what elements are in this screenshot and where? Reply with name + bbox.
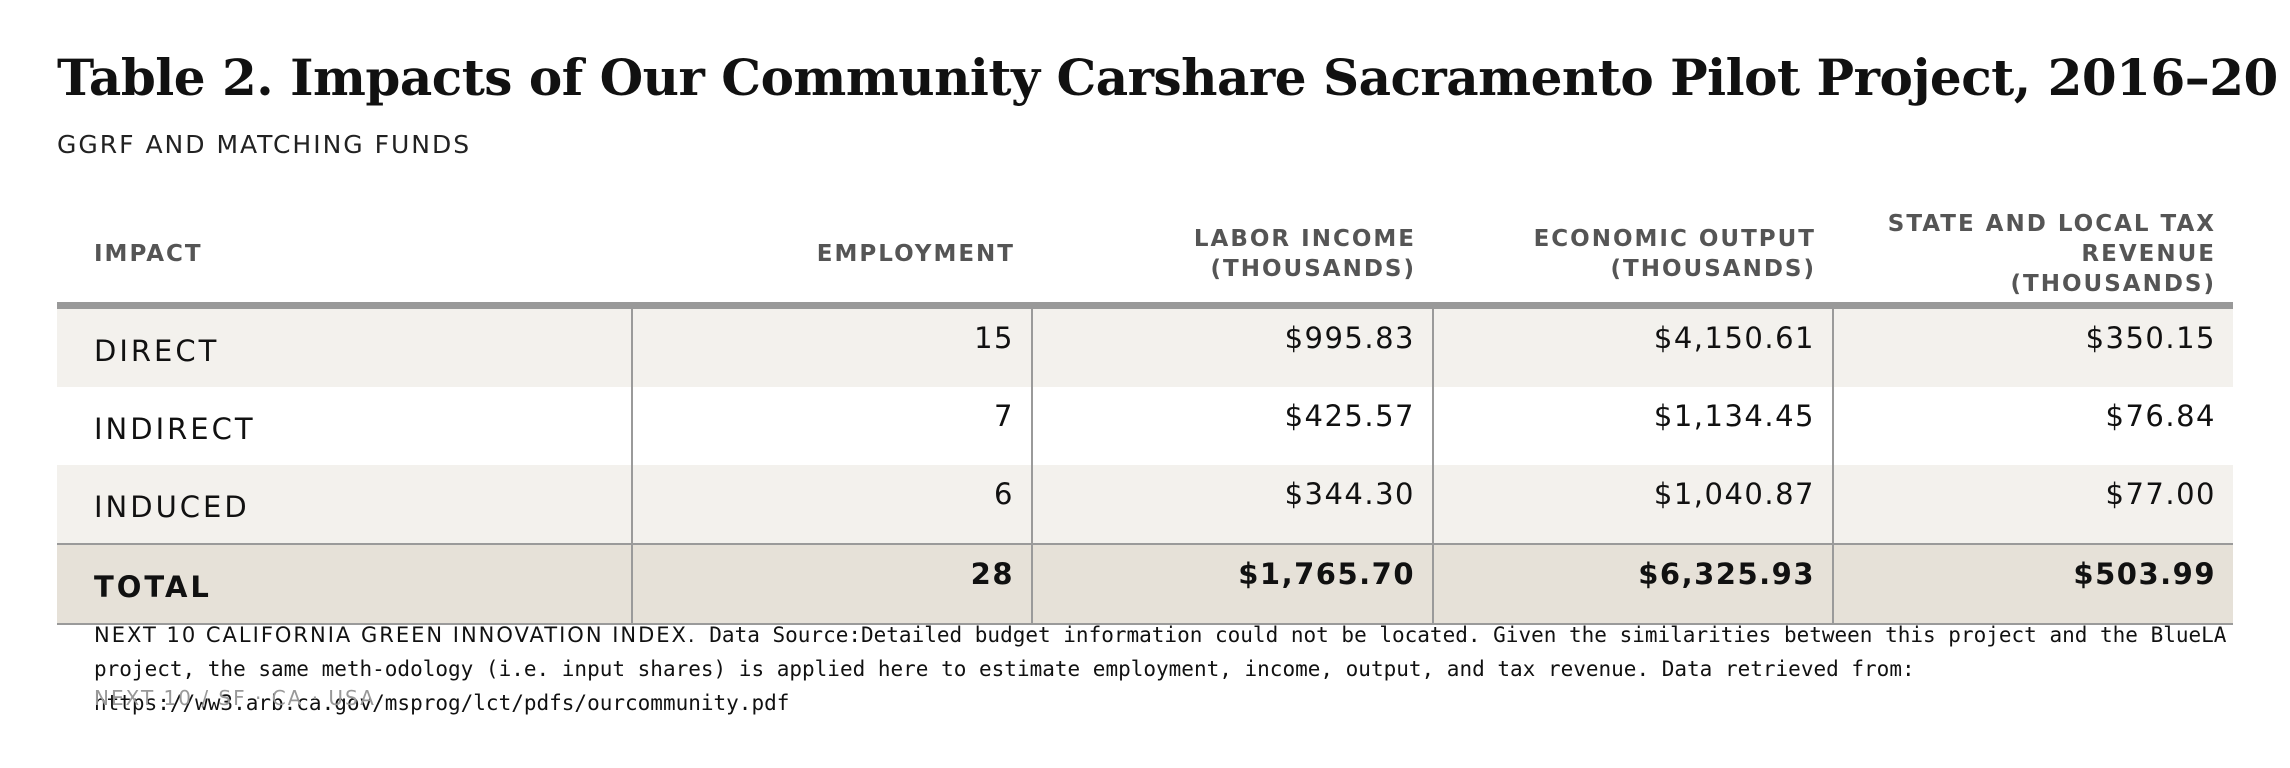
cell-employment: 6 — [631, 465, 1032, 544]
table-header-row: IMPACT EMPLOYMENT LABOR INCOME (THOUSAND… — [57, 206, 2233, 309]
table-row-total: TOTAL 28 $1,765.70 $6,325.93 $503.99 — [57, 543, 2233, 625]
cell-tax-revenue: $350.15 — [1832, 305, 2233, 387]
source-note-lead: NEXT 10 CALIFORNIA GREEN INNOVATION INDE… — [94, 623, 697, 647]
cell-tax-revenue: $503.99 — [1832, 543, 2233, 625]
table-row-induced: INDUCED 6 $344.30 $1,040.87 $77.00 — [57, 465, 2233, 544]
page-subtitle: GGRF AND MATCHING FUNDS — [57, 130, 472, 159]
cell-labor-income: $425.57 — [1031, 387, 1433, 465]
page-title: Table 2. Impacts of Our Community Carsha… — [57, 48, 2278, 107]
impacts-table: IMPACT EMPLOYMENT LABOR INCOME (THOUSAND… — [57, 206, 2233, 625]
cell-labor-income: $344.30 — [1031, 465, 1433, 544]
source-note-text: Data Source:Detailed budget information … — [94, 623, 2227, 715]
header-economic-output-line2: (THOUSANDS) — [1610, 256, 1816, 282]
cell-employment: 15 — [631, 305, 1032, 387]
cell-economic-output: $6,325.93 — [1432, 543, 1833, 625]
cell-tax-revenue: $76.84 — [1832, 387, 2233, 465]
header-labor-income: LABOR INCOME (THOUSANDS) — [1032, 206, 1433, 309]
header-impact: IMPACT — [57, 206, 632, 309]
cell-economic-output: $1,134.45 — [1432, 387, 1833, 465]
header-labor-income-line1: LABOR INCOME — [1193, 226, 1416, 252]
cell-impact: INDIRECT — [94, 412, 256, 446]
cell-impact: DIRECT — [57, 305, 632, 387]
cell-impact: TOTAL — [57, 543, 632, 625]
cell-employment: 28 — [631, 543, 1032, 625]
cell-labor-income: $995.83 — [1031, 305, 1433, 387]
cell-labor-income: $1,765.70 — [1031, 543, 1433, 625]
header-employment: EMPLOYMENT — [632, 206, 1032, 309]
source-note: NEXT 10 CALIFORNIA GREEN INNOVATION INDE… — [94, 618, 2234, 720]
table-row-indirect: INDIRECT 7 $425.57 $1,134.45 $76.84 — [57, 387, 2233, 465]
cell-economic-output: $4,150.61 — [1432, 305, 1833, 387]
cell-economic-output: $1,040.87 — [1432, 465, 1833, 544]
footer-brand: NEXT 10 / SF · CA · USA — [94, 686, 376, 710]
header-tax-revenue: STATE AND LOCAL TAX REVENUE (THOUSANDS) — [1833, 206, 2233, 309]
header-tax-revenue-line2: REVENUE (THOUSANDS) — [2010, 241, 2216, 297]
header-labor-income-line2: (THOUSANDS) — [1210, 256, 1416, 282]
cell-employment: 7 — [631, 387, 1032, 465]
header-economic-output: ECONOMIC OUTPUT (THOUSANDS) — [1433, 206, 1833, 309]
header-tax-revenue-line1: STATE AND LOCAL TAX — [1887, 211, 2216, 237]
header-economic-output-line1: ECONOMIC OUTPUT — [1533, 226, 1816, 252]
table-row-direct: DIRECT 15 $995.83 $4,150.61 $350.15 — [57, 305, 2233, 387]
cell-tax-revenue: $77.00 — [1832, 465, 2233, 544]
cell-impact: INDUCED — [57, 465, 632, 544]
